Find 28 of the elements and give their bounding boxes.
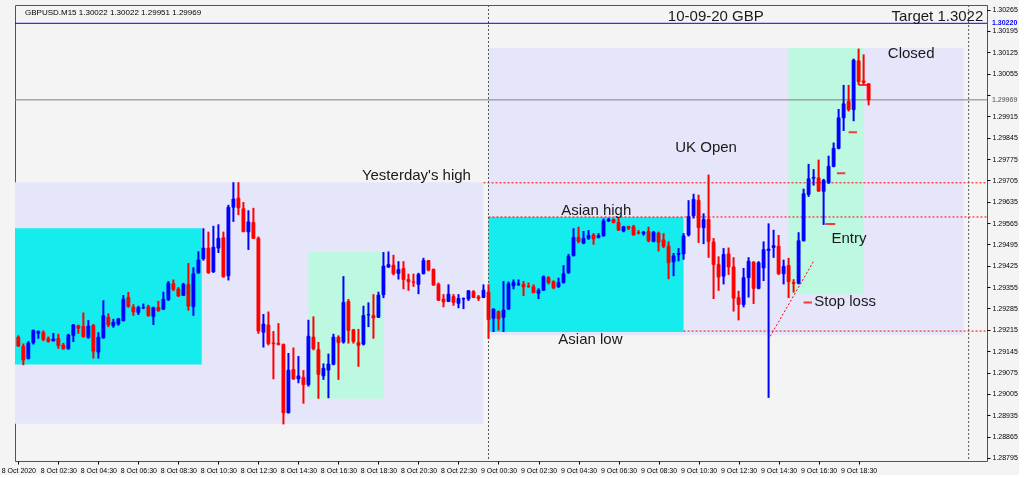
candlestick	[246, 209, 251, 251]
annotation: UK Open	[675, 138, 737, 156]
candlestick	[261, 312, 266, 349]
annotation: Closed	[887, 44, 935, 62]
candlestick	[296, 355, 301, 385]
annotation: Asian high	[561, 201, 632, 219]
candlestick	[291, 346, 296, 381]
candlestick	[391, 253, 396, 277]
candlestick	[186, 262, 191, 312]
candlestick	[721, 247, 726, 286]
candlestick	[491, 307, 496, 333]
candlestick	[781, 258, 786, 286]
candlestick	[236, 181, 241, 217]
annotation: Yesterday's high	[361, 165, 471, 183]
candlestick	[301, 369, 306, 405]
annotation: Asian low	[558, 329, 623, 347]
candlestick	[701, 212, 706, 246]
candlestick	[396, 260, 401, 281]
annotation: Entry	[831, 229, 867, 247]
annotation: Stop loss	[814, 291, 876, 309]
candlestick	[86, 319, 91, 340]
candlestick	[846, 83, 851, 113]
candlestick	[416, 271, 421, 296]
candlestick	[371, 293, 376, 340]
chart-title: GBPUSD.M15 1.30022 1.30022 1.29951 1.29969	[25, 8, 202, 17]
annotation: 10-09-20 GBP	[667, 6, 764, 24]
candlestick	[336, 334, 341, 381]
annotation: Target 1.3022	[891, 6, 984, 24]
